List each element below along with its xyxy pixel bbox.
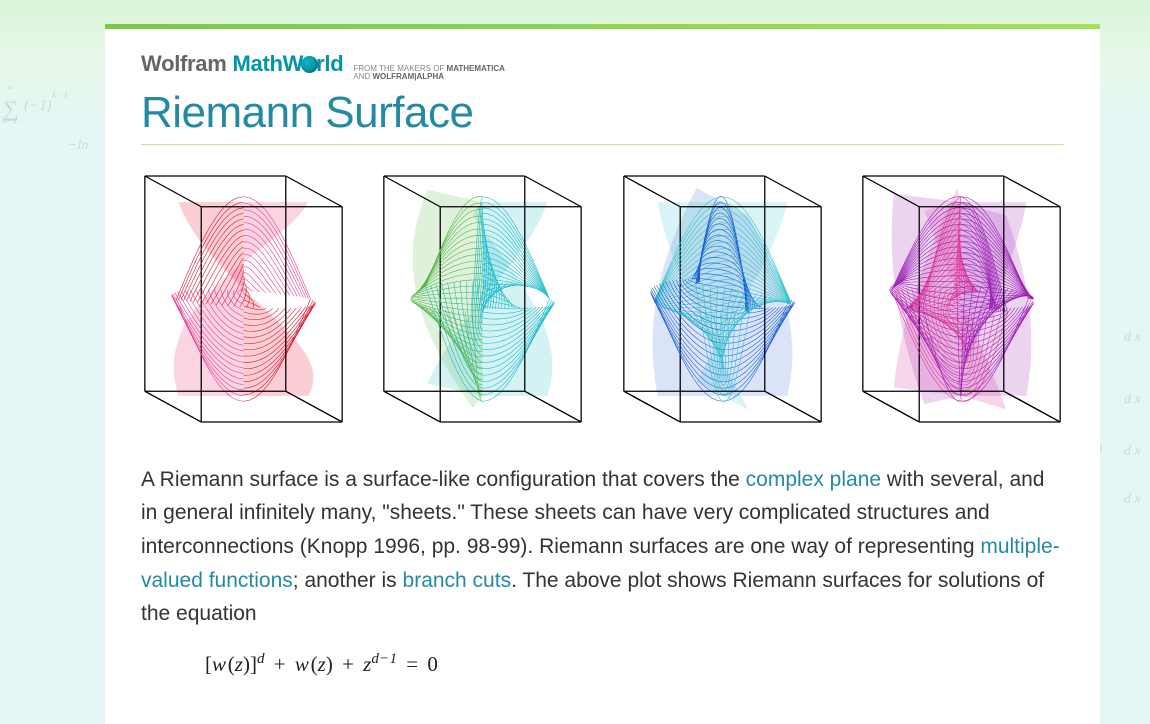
link-branch-cuts[interactable]: branch cuts [403,569,512,592]
brand-mathworld: MathWrld [233,51,344,77]
equation: [w (z)]d + w (z) + zd−1 = 0 [205,651,1064,677]
site-brand[interactable]: Wolfram MathWrld FROM THE MAKERS OF MATH… [141,51,1064,82]
riemann-surface-d5 [859,169,1064,429]
globe-icon [301,56,318,73]
riemann-surface-d2 [141,169,346,429]
brand-tagline: FROM THE MAKERS OF MATHEMATICA AND WOLFR… [353,65,505,82]
intro-paragraph: A Riemann surface is a surface-like conf… [141,463,1064,631]
accent-bar [105,24,1100,29]
riemann-surface-d3 [380,169,585,429]
title-rule [141,144,1064,145]
article-card: Wolfram MathWrld FROM THE MAKERS OF MATH… [105,29,1100,724]
riemann-surface-plots [141,169,1064,429]
page-title: Riemann Surface [141,88,1064,138]
link-complex-plane[interactable]: complex plane [746,468,881,491]
brand-wolfram: Wolfram [141,51,227,77]
riemann-surface-d4 [620,169,825,429]
